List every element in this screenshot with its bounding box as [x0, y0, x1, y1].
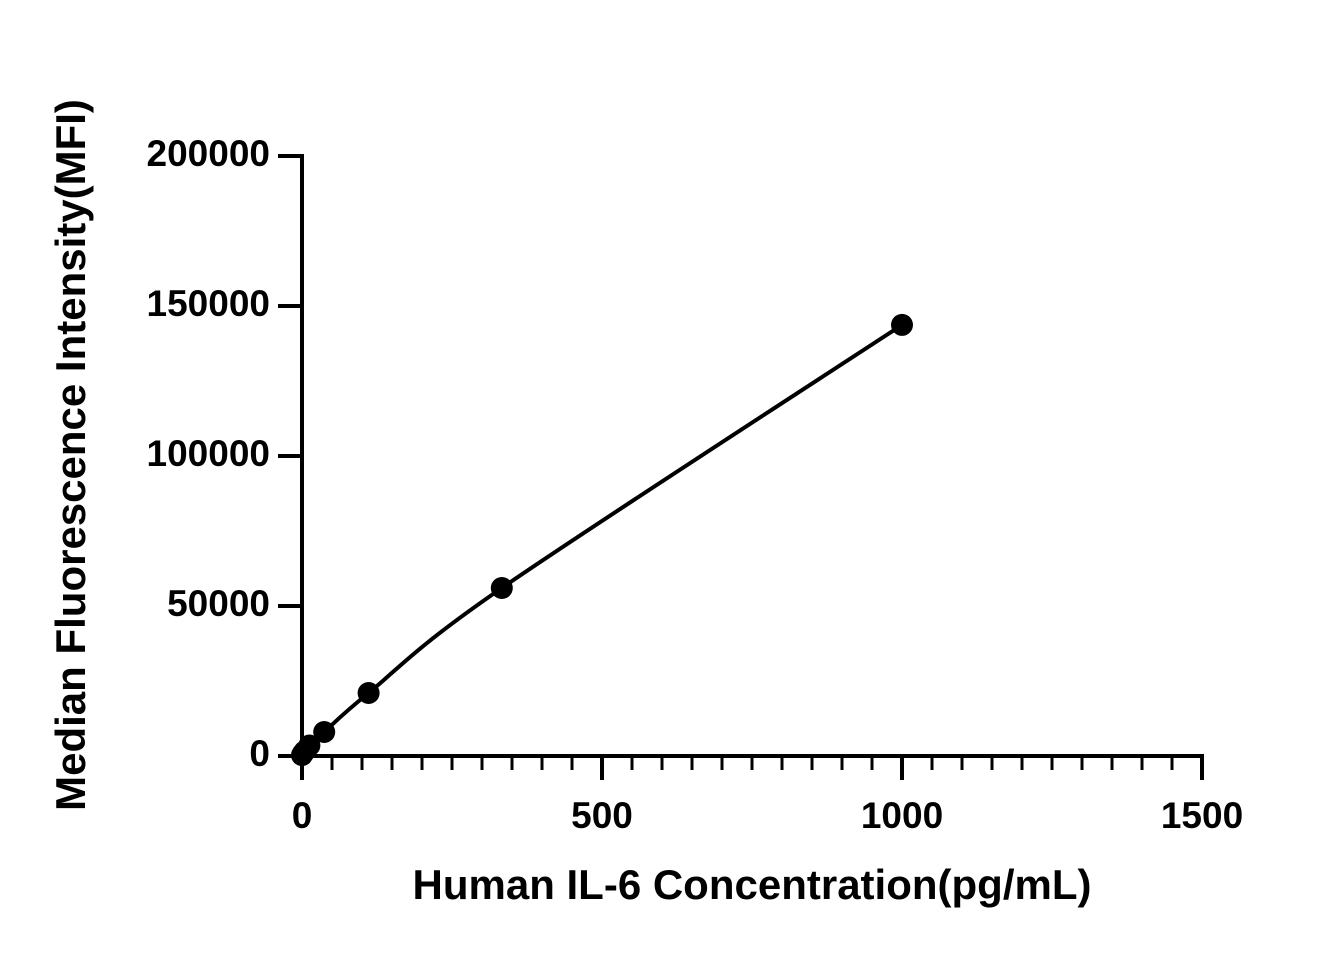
fit-line: [300, 323, 904, 757]
x-tick-label: 500: [571, 795, 633, 836]
x-tick-label: 1000: [861, 795, 943, 836]
x-axis-title: Human IL-6 Concentration(pg/mL): [413, 861, 1092, 908]
data-point: [891, 313, 913, 336]
y-tick-label: 50000: [167, 583, 270, 624]
data-point: [357, 682, 380, 704]
y-tick-label: 0: [249, 733, 270, 774]
data-point: [298, 734, 321, 757]
data-point: [313, 721, 336, 743]
y-tick-label: 200000: [147, 133, 270, 174]
y-tick-label: 100000: [147, 433, 270, 474]
x-tick-label: 1500: [1161, 795, 1243, 836]
y-tick-label: 150000: [147, 283, 270, 324]
x-tick-label: 0: [292, 795, 313, 836]
data-point: [490, 577, 513, 599]
y-axis-title: Median Fluorescence Intensity(MFI): [47, 99, 94, 811]
